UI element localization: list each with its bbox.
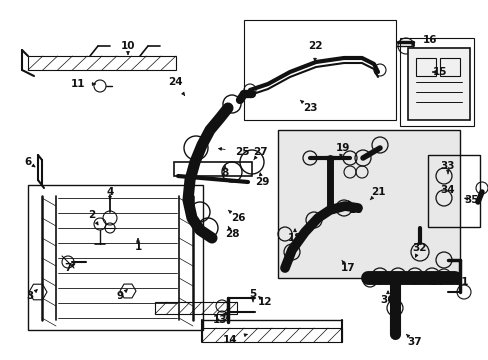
Text: 5: 5 xyxy=(249,289,256,302)
Bar xyxy=(244,20,395,120)
Text: 8: 8 xyxy=(221,165,228,178)
Bar xyxy=(28,185,203,330)
Text: 17: 17 xyxy=(340,260,355,273)
Text: 18: 18 xyxy=(287,229,302,243)
Bar xyxy=(202,328,341,342)
Text: 13: 13 xyxy=(212,312,227,325)
Text: 26: 26 xyxy=(228,210,245,223)
Text: 22: 22 xyxy=(307,41,322,61)
Text: 21: 21 xyxy=(369,187,385,200)
Text: 1: 1 xyxy=(134,239,142,252)
Text: 10: 10 xyxy=(121,41,135,54)
Text: 29: 29 xyxy=(254,173,268,187)
Bar xyxy=(407,48,469,120)
Bar xyxy=(399,38,473,126)
Text: 4: 4 xyxy=(106,187,113,200)
Text: 32: 32 xyxy=(412,243,427,257)
Bar xyxy=(174,162,251,176)
Text: 16: 16 xyxy=(411,35,436,46)
Bar xyxy=(155,302,237,314)
Text: 23: 23 xyxy=(300,100,317,113)
Text: 6: 6 xyxy=(24,157,35,167)
Text: 34: 34 xyxy=(440,185,454,195)
Bar xyxy=(28,56,176,70)
Text: 9: 9 xyxy=(116,289,127,301)
Text: 37: 37 xyxy=(406,334,422,347)
Bar xyxy=(439,58,459,76)
Bar xyxy=(427,155,479,227)
Bar xyxy=(415,58,435,76)
Text: 15: 15 xyxy=(432,67,447,77)
Text: 3: 3 xyxy=(26,289,37,301)
Text: 12: 12 xyxy=(257,297,272,307)
Bar xyxy=(278,130,459,278)
Text: 31: 31 xyxy=(454,273,468,287)
Text: 36: 36 xyxy=(380,291,394,305)
Text: 14: 14 xyxy=(222,334,246,345)
Text: 28: 28 xyxy=(224,226,239,239)
Text: 35: 35 xyxy=(464,195,478,205)
Text: 19: 19 xyxy=(335,143,349,157)
Text: 2: 2 xyxy=(88,210,98,225)
Text: 27: 27 xyxy=(252,147,267,160)
Text: 33: 33 xyxy=(440,161,454,174)
Text: 20: 20 xyxy=(347,201,362,215)
Text: 7: 7 xyxy=(64,263,75,273)
Text: 25: 25 xyxy=(218,147,249,157)
Text: 11: 11 xyxy=(71,79,95,89)
Text: 24: 24 xyxy=(167,77,184,95)
Text: 30: 30 xyxy=(430,274,445,287)
